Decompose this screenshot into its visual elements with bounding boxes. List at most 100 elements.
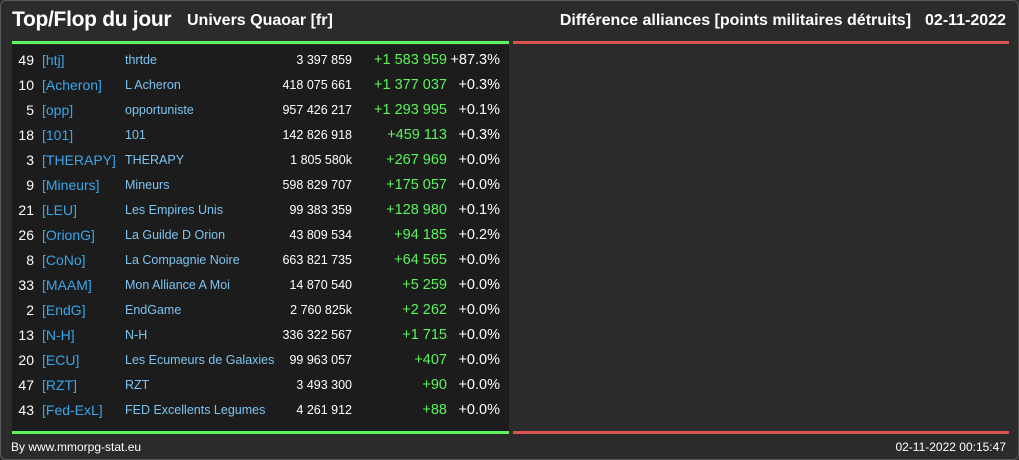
points-cell: 43 809 534 bbox=[289, 228, 352, 242]
alliance-name-link[interactable]: L Acheron bbox=[125, 78, 181, 92]
alliance-tag-link[interactable]: [Acheron] bbox=[42, 77, 102, 93]
percent-cell: +0.1% bbox=[458, 202, 500, 218]
rank-cell: 3 bbox=[26, 152, 34, 168]
alliance-name-link[interactable]: Mon Alliance A Moi bbox=[125, 278, 230, 292]
rank-cell: 47 bbox=[18, 377, 34, 393]
alliance-tag-link[interactable]: [101] bbox=[42, 127, 74, 143]
rank-cell: 43 bbox=[18, 402, 34, 418]
table-row: 47 [RZT] RZT 3 493 300 +90 +0.0% bbox=[12, 373, 509, 398]
alliance-name-link[interactable]: Les Ecumeurs de Galaxies bbox=[125, 353, 275, 367]
table-row: 3 [THERAPY] THERAPY 1 805 580k +267 969 +0.0% bbox=[12, 148, 509, 173]
percent-cell: +0.3% bbox=[458, 77, 500, 93]
table-row: 21 [LEU] Les Empires Unis 99 383 359 +128 98… bbox=[12, 198, 509, 223]
percent-cell: +0.0% bbox=[458, 152, 500, 168]
alliance-tag-link[interactable]: [OrionG] bbox=[42, 227, 95, 243]
alliance-name-link[interactable]: La Compagnie Noire bbox=[125, 253, 240, 267]
rank-cell: 18 bbox=[18, 127, 34, 143]
alliance-tag-link[interactable]: [Mineurs] bbox=[42, 177, 100, 193]
diff-cell: +1 583 959 bbox=[374, 52, 447, 68]
alliance-name-link[interactable]: opportuniste bbox=[125, 103, 194, 117]
page-title: Top/Flop du jour bbox=[12, 8, 172, 31]
alliance-tag-link[interactable]: [opp] bbox=[42, 102, 74, 118]
rank-cell: 26 bbox=[18, 227, 34, 243]
points-cell: 2 760 825k bbox=[290, 303, 352, 317]
table-row: 10 [Acheron] L Acheron 418 075 661 +1 377 03… bbox=[12, 73, 509, 98]
points-cell: 99 963 057 bbox=[289, 353, 352, 367]
diff-cell: +407 bbox=[414, 352, 447, 368]
table-row: 43 [Fed-ExL] FED Excellents Legumes 4 261 9… bbox=[12, 398, 509, 423]
percent-cell: +0.0% bbox=[458, 327, 500, 343]
percent-cell: +0.1% bbox=[458, 102, 500, 118]
diff-cell: +90 bbox=[422, 377, 447, 393]
points-cell: 663 821 735 bbox=[282, 253, 352, 267]
header-right: Différence alliances [points militaires … bbox=[560, 12, 1006, 30]
table-row: 49 [htj] thrtde 3 397 859 +1 583 959 +87.3% bbox=[12, 48, 509, 73]
flop-panel bbox=[513, 45, 1009, 431]
alliance-tag-link[interactable]: [N-H] bbox=[42, 327, 75, 343]
rank-cell: 20 bbox=[18, 352, 34, 368]
percent-cell: +0.0% bbox=[458, 377, 500, 393]
diff-cell: +1 715 bbox=[402, 327, 447, 343]
percent-cell: +0.0% bbox=[458, 352, 500, 368]
table-row: 9 [Mineurs] Mineurs 598 829 707 +175 057 +0.0… bbox=[12, 173, 509, 198]
rank-cell: 49 bbox=[18, 52, 34, 68]
diff-cell: +94 185 bbox=[394, 227, 447, 243]
diff-cell: +175 057 bbox=[386, 177, 447, 193]
percent-cell: +0.0% bbox=[458, 402, 500, 418]
alliance-name-link[interactable]: La Guilde D Orion bbox=[125, 228, 226, 242]
table-row: 13 [N-H] N-H 336 322 567 +1 715 +0.0% bbox=[12, 323, 509, 348]
percent-cell: +0.2% bbox=[458, 227, 500, 243]
update-timestamp: 02-11-2022 00:15:47 bbox=[895, 440, 1006, 454]
alliance-name-link[interactable]: Mineurs bbox=[125, 178, 170, 192]
alliance-tag-link[interactable]: [EndG] bbox=[42, 302, 86, 318]
alliance-tag-link[interactable]: [ECU] bbox=[42, 352, 80, 368]
table-row: 5 [opp] opportuniste 957 426 217 +1 293 995 +… bbox=[12, 98, 509, 123]
points-cell: 4 261 912 bbox=[296, 403, 352, 417]
top-list: 49 [htj] thrtde 3 397 859 +1 583 959 +87.3% 10… bbox=[12, 48, 509, 423]
alliance-tag-link[interactable]: [LEU] bbox=[42, 202, 78, 218]
alliance-name-link[interactable]: Les Empires Unis bbox=[125, 203, 223, 217]
diff-cell: +1 293 995 bbox=[374, 102, 447, 118]
site-credit: By www.mmorpg-stat.eu bbox=[11, 440, 142, 454]
table-row: 18 [101] 101 142 826 918 +459 113 +0.3% bbox=[12, 123, 509, 148]
points-cell: 142 826 918 bbox=[282, 128, 352, 142]
alliance-name-link[interactable]: N-H bbox=[125, 328, 148, 342]
universe-label: Univers Quaoar [fr] bbox=[187, 12, 333, 29]
table-row: 26 [OrionG] La Guilde D Orion 43 809 534 +94… bbox=[12, 223, 509, 248]
alliance-name-link[interactable]: FED Excellents Legumes bbox=[125, 403, 266, 417]
alliance-name-link[interactable]: EndGame bbox=[125, 303, 182, 317]
alliance-tag-link[interactable]: [Fed-ExL] bbox=[42, 402, 103, 418]
alliance-name-link[interactable]: THERAPY bbox=[125, 153, 185, 167]
rank-cell: 33 bbox=[18, 277, 34, 293]
table-row: 8 [CoNo] La Compagnie Noire 663 821 735 +64 … bbox=[12, 248, 509, 273]
top-panel: 49 [htj] thrtde 3 397 859 +1 583 959 +87.3% 10… bbox=[12, 45, 509, 431]
diff-cell: +5 259 bbox=[402, 277, 447, 293]
header-date: 02-11-2022 bbox=[925, 12, 1006, 29]
alliance-tag-link[interactable]: [htj] bbox=[42, 52, 65, 68]
alliance-tag-link[interactable]: [MAAM] bbox=[42, 277, 92, 293]
alliance-tag-link[interactable]: [RZT] bbox=[42, 377, 77, 393]
percent-cell: +0.0% bbox=[458, 252, 500, 268]
alliance-tag-link[interactable]: [CoNo] bbox=[42, 252, 86, 268]
diff-cell: +88 bbox=[422, 402, 447, 418]
diff-cell: +2 262 bbox=[402, 302, 447, 318]
rank-cell: 8 bbox=[26, 252, 34, 268]
alliance-name-link[interactable]: 101 bbox=[125, 128, 146, 142]
table-row: 33 [MAAM] Mon Alliance A Moi 14 870 540 +5 2… bbox=[12, 273, 509, 298]
points-cell: 598 829 707 bbox=[282, 178, 352, 192]
points-cell: 99 383 359 bbox=[289, 203, 352, 217]
alliance-name-link[interactable]: thrtde bbox=[125, 53, 157, 67]
diff-cell: +64 565 bbox=[394, 252, 447, 268]
rank-cell: 5 bbox=[26, 102, 34, 118]
ranking-description: Différence alliances [points militaires … bbox=[559, 12, 912, 29]
rank-cell: 13 bbox=[18, 327, 34, 343]
points-cell: 336 322 567 bbox=[282, 328, 352, 342]
points-cell: 957 426 217 bbox=[282, 103, 352, 117]
percent-cell: +0.3% bbox=[458, 127, 500, 143]
alliance-tag-link[interactable]: [THERAPY] bbox=[42, 152, 116, 168]
points-cell: 418 075 661 bbox=[282, 78, 352, 92]
points-cell: 1 805 580k bbox=[290, 153, 352, 167]
alliance-name-link[interactable]: RZT bbox=[125, 378, 150, 392]
percent-cell: +0.0% bbox=[458, 177, 500, 193]
